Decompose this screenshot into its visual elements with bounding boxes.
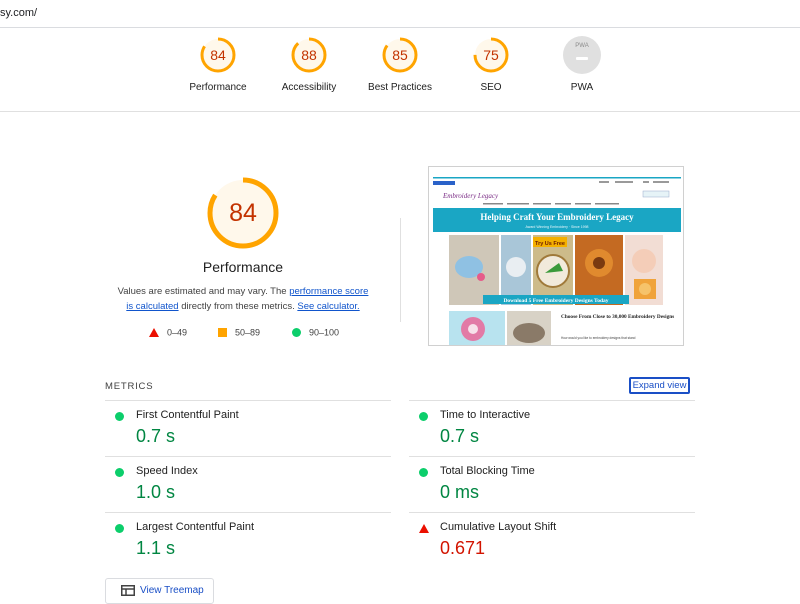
metric-label: Largest Contentful Paint bbox=[136, 521, 255, 533]
performance-score-link[interactable]: performance score is calculated bbox=[126, 286, 369, 312]
choose-heading: Choose From Close to 30,000 Embroidery D… bbox=[561, 314, 674, 320]
gauge-arc bbox=[200, 37, 236, 73]
legend-pass: 90–100 bbox=[292, 327, 339, 341]
metric-largest-contentful-paint: Largest Contentful Paint 1.1 s bbox=[105, 512, 391, 568]
gauge-label: SEO bbox=[480, 82, 502, 93]
url-text: sy.com/ bbox=[0, 7, 38, 19]
pass-circle-icon bbox=[419, 468, 428, 477]
square-icon bbox=[218, 328, 227, 338]
gauge-ring: 75 bbox=[472, 36, 510, 74]
metric-label: Speed Index bbox=[136, 465, 198, 477]
expand-view-button[interactable]: Expand view bbox=[629, 377, 690, 394]
gauge-ring: 88 bbox=[290, 36, 328, 74]
see-calculator-link[interactable]: See calculator. bbox=[297, 301, 360, 312]
pwa-badge: PWA bbox=[563, 36, 601, 74]
gauge-label: Accessibility bbox=[281, 82, 337, 93]
view-treemap-label: View Treemap bbox=[140, 585, 204, 596]
divider bbox=[400, 218, 401, 322]
gauge-ring: 85 bbox=[381, 36, 419, 74]
metric-label: First Contentful Paint bbox=[136, 409, 239, 421]
tagline-text: How would you like to embroidery designs… bbox=[561, 336, 636, 340]
performance-gauge: 84 bbox=[205, 175, 281, 251]
metric-cumulative-layout-shift: Cumulative Layout Shift 0.671 bbox=[409, 512, 695, 568]
performance-score: 84 bbox=[229, 199, 257, 227]
performance-gauge-arc bbox=[207, 177, 279, 249]
metric-value: 1.0 s bbox=[136, 482, 176, 502]
gauge-arc bbox=[473, 37, 509, 73]
banner-headline: Helping Craft Your Embroidery Legacy bbox=[480, 212, 634, 222]
metric-first-contentful-paint: First Contentful Paint 0.7 s bbox=[105, 400, 391, 456]
site-logo-text: Embroidery Legacy bbox=[442, 192, 499, 200]
banner-subline: Award Winning Embroidery · Since 1998 bbox=[526, 225, 589, 229]
gauge-arc bbox=[291, 37, 327, 73]
gauge-score: 84 bbox=[210, 47, 226, 63]
address-bar[interactable]: sy.com/ bbox=[0, 0, 800, 28]
gauge-score: 75 bbox=[483, 47, 499, 63]
gauge-label: Best Practices bbox=[368, 82, 432, 93]
website-screenshot-image: Embroidery Legacy Helping Craft Your Emb… bbox=[429, 167, 683, 345]
treemap-icon bbox=[121, 585, 135, 596]
pass-circle-icon bbox=[115, 412, 124, 421]
metric-value: 1.1 s bbox=[136, 538, 176, 558]
category-gauges: 84 Performance 88 Accessibility 85 Best … bbox=[0, 28, 800, 112]
gauge-accessibility[interactable]: 88 Accessibility bbox=[259, 36, 359, 93]
gauge-pwa[interactable]: PWA PWA bbox=[532, 36, 632, 93]
performance-title: Performance bbox=[202, 259, 284, 275]
circle-icon bbox=[292, 328, 301, 338]
pass-circle-icon bbox=[115, 524, 124, 533]
metric-value: 0.7 s bbox=[440, 426, 480, 446]
metric-value: 0 ms bbox=[440, 482, 480, 502]
legend-fail: 0–49 bbox=[149, 327, 187, 341]
view-treemap-button[interactable]: View Treemap bbox=[105, 578, 214, 604]
metric-label: Cumulative Layout Shift bbox=[440, 521, 557, 533]
legend-average-label: 50–89 bbox=[235, 327, 261, 338]
metric-value: 0.671 bbox=[440, 538, 486, 558]
gauge-label: PWA bbox=[570, 82, 594, 93]
pass-circle-icon bbox=[419, 412, 428, 421]
gauge-ring: 84 bbox=[199, 36, 237, 74]
gauge-score: 85 bbox=[392, 47, 408, 63]
fail-triangle-icon bbox=[419, 524, 429, 533]
gauge-performance[interactable]: 84 Performance bbox=[168, 36, 268, 93]
final-screenshot[interactable]: Embroidery Legacy Helping Craft Your Emb… bbox=[428, 166, 684, 346]
pass-circle-icon bbox=[115, 468, 124, 477]
legend-pass-label: 90–100 bbox=[309, 327, 340, 338]
gauge-seo[interactable]: 75 SEO bbox=[441, 36, 541, 93]
gauge-arc bbox=[382, 37, 418, 73]
metric-total-blocking-time: Total Blocking Time 0 ms bbox=[409, 456, 695, 512]
download-banner: Download 5 Free Embroidery Designs Today bbox=[503, 298, 608, 304]
triangle-icon bbox=[149, 328, 159, 338]
gauge-best-practices[interactable]: 85 Best Practices bbox=[350, 36, 450, 93]
legend-average: 50–89 bbox=[218, 327, 260, 341]
description-text: directly from these metrics. bbox=[178, 301, 298, 312]
metric-speed-index: Speed Index 1.0 s bbox=[105, 456, 391, 512]
gauge-score: 88 bbox=[301, 47, 317, 63]
description-text: Values are estimated and may vary. The bbox=[117, 286, 290, 297]
pwa-badge-text: PWA bbox=[575, 43, 589, 49]
metrics-heading: METRICS bbox=[105, 381, 154, 392]
performance-description: Values are estimated and may vary. The p… bbox=[113, 284, 373, 314]
metric-value: 0.7 s bbox=[136, 426, 176, 446]
dash-icon bbox=[576, 57, 588, 60]
metric-label: Total Blocking Time bbox=[440, 465, 535, 477]
gauge-label: Performance bbox=[189, 82, 247, 93]
metric-time-to-interactive: Time to Interactive 0.7 s bbox=[409, 400, 695, 456]
legend-fail-label: 0–49 bbox=[167, 327, 188, 338]
try-free-badge: Try Us Free bbox=[535, 241, 565, 247]
metric-label: Time to Interactive bbox=[440, 409, 531, 421]
